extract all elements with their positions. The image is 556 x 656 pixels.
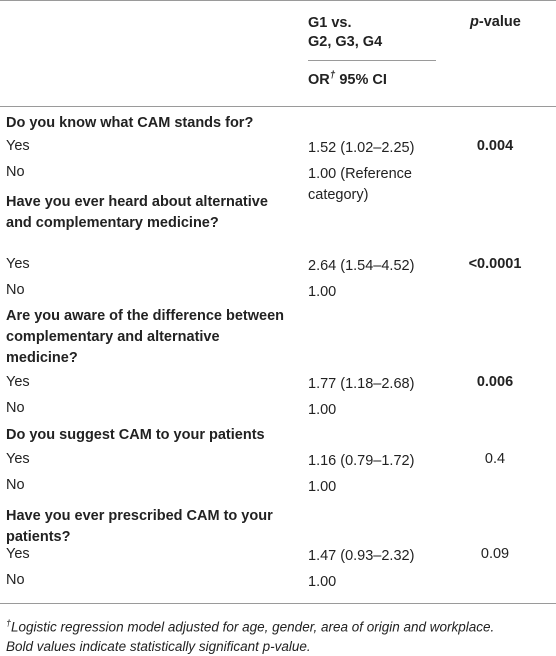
question-text-line: and complementary medicine? <box>6 215 219 231</box>
odds-ratio-line: 1.52 (1.02–2.25) <box>308 140 415 156</box>
top-rule <box>0 0 556 1</box>
odds-ratio-value: 1.47 (0.93–2.32) <box>308 546 414 567</box>
odds-ratio-value: 1.16 (0.79–1.72) <box>308 451 414 472</box>
p-value: <0.0001 <box>468 256 522 272</box>
odds-ratio-line: 1.47 (0.93–2.32) <box>308 548 415 564</box>
question-text-line: complementary and alternative <box>6 329 220 345</box>
bottom-rule <box>0 603 556 604</box>
question-text-line: Are you aware of the difference between <box>6 308 284 324</box>
ci-label: 95% CI <box>339 71 387 88</box>
question-text-line: Do you know what CAM stands for? <box>6 115 254 131</box>
or-dagger-marker: † <box>329 70 336 81</box>
pvalue-header-rest: -value <box>478 14 521 30</box>
odds-ratio-line: 2.64 (1.54–4.52) <box>308 258 415 274</box>
answer-label: Yes <box>6 451 30 467</box>
answer-label: No <box>6 572 25 588</box>
p-value: 0.4 <box>484 451 506 467</box>
p-value: 0.004 <box>476 138 514 154</box>
answer-label: Yes <box>6 374 30 390</box>
or-label: OR <box>308 71 330 88</box>
or-ci-header: OR† 95% CI <box>308 70 387 88</box>
question-text-line: medicine? <box>6 350 78 366</box>
odds-ratio-value: 2.64 (1.54–4.52) <box>308 256 414 277</box>
odds-ratio-value: 1.00 <box>308 477 336 498</box>
question-text-line: Do you suggest CAM to your patients <box>6 427 265 443</box>
odds-ratio-value: 1.00 <box>308 572 336 593</box>
odds-ratio-line: 1.00 <box>308 284 337 300</box>
answer-label: Yes <box>6 138 30 154</box>
footnote-text-1: Logistic regression model adjusted for a… <box>11 619 495 635</box>
question-text-line: Have you ever heard about alternative <box>6 194 268 210</box>
odds-ratio-line: 1.00 <box>308 574 337 590</box>
footnote-dagger-marker: † <box>6 618 12 628</box>
pvalue-header-p: p <box>470 14 479 30</box>
footnote-line1: †Logistic regression model adjusted for … <box>6 614 494 637</box>
pvalue-header: p-value <box>470 14 521 30</box>
odds-ratio-value: 1.00 <box>308 282 336 303</box>
question-text: Are you aware of the difference between c… <box>6 306 284 369</box>
footnote-line2: Bold values indicate statistically signi… <box>6 638 311 654</box>
odds-ratio-line: 1.00 <box>308 402 337 418</box>
odds-ratio-value: 1.77 (1.18–2.68) <box>308 374 414 395</box>
header-rule <box>0 106 556 107</box>
question-text: Have you ever heard about alternative and… <box>6 192 268 234</box>
answer-label: No <box>6 164 25 180</box>
question-text-line: patients? <box>6 529 71 545</box>
answer-label: Yes <box>6 256 30 272</box>
odds-ratio-line: 1.00 <box>308 479 337 495</box>
answer-label: No <box>6 477 25 493</box>
answer-label: No <box>6 400 25 416</box>
p-value: 0.09 <box>480 546 510 562</box>
odds-ratio-line: category) <box>308 187 369 203</box>
comparison-header-line1: G1 vs. <box>308 15 352 31</box>
odds-ratio-value: 1.52 (1.02–2.25) <box>308 138 414 159</box>
odds-ratio-value: 1.00 <box>308 400 336 421</box>
comparison-header: G1 vs. G2, G3, G4 <box>308 14 382 52</box>
header-subrule <box>308 60 436 61</box>
answer-label: No <box>6 282 25 298</box>
question-text: Have you ever prescribed CAM to your pati… <box>6 506 273 548</box>
odds-ratio-line: 1.00 (Reference <box>308 166 412 182</box>
p-value: 0.006 <box>476 374 514 390</box>
odds-ratio-line: 1.77 (1.18–2.68) <box>308 376 415 392</box>
odds-ratio-line: 1.16 (0.79–1.72) <box>308 453 415 469</box>
question-text-line: Have you ever prescribed CAM to your <box>6 508 273 524</box>
answer-label: Yes <box>6 546 30 562</box>
question-text: Do you suggest CAM to your patients <box>6 425 265 446</box>
odds-ratio-value: 1.00 (Reference category) <box>308 164 412 206</box>
comparison-header-line2: G2, G3, G4 <box>308 34 383 50</box>
footnote: †Logistic regression model adjusted for … <box>6 614 494 656</box>
question-text: Do you know what CAM stands for? <box>6 113 253 134</box>
